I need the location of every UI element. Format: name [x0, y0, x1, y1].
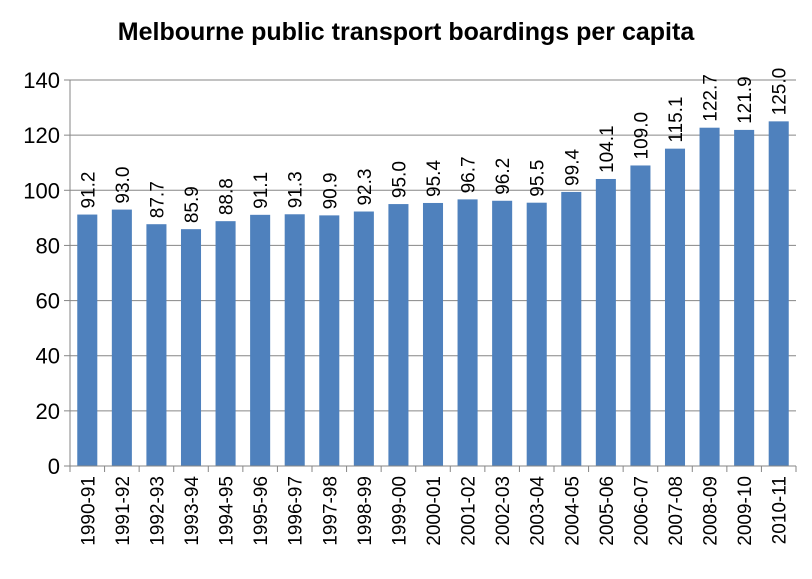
bar — [319, 215, 340, 466]
data-label: 121.9 — [735, 76, 756, 124]
x-tick-label: 2006-07 — [631, 476, 652, 546]
data-label: 92.3 — [355, 169, 376, 206]
data-label: 88.8 — [217, 178, 238, 215]
bar — [215, 221, 236, 466]
x-tick-label: 1998-99 — [355, 476, 376, 546]
data-label: 91.1 — [251, 172, 272, 209]
x-tick-label: 2002-03 — [493, 476, 514, 546]
data-label: 95.5 — [528, 160, 549, 197]
x-tick-label: 1993-94 — [182, 476, 203, 546]
bar — [250, 214, 271, 466]
y-tick-label: 0 — [48, 454, 60, 479]
x-tick-label: 2009-10 — [735, 476, 756, 546]
data-label: 99.4 — [562, 149, 583, 186]
bar — [457, 199, 478, 467]
bar — [77, 214, 98, 466]
data-label: 95.4 — [424, 160, 445, 197]
x-tick-label: 2010-11 — [770, 476, 791, 544]
x-tick-label: 1990-91 — [78, 476, 99, 546]
data-label: 96.7 — [459, 156, 480, 193]
data-label: 91.3 — [286, 171, 307, 208]
bar — [526, 202, 547, 466]
data-label: 90.9 — [320, 172, 341, 209]
x-tick-label: 2000-01 — [424, 476, 445, 546]
x-tick-label: 1995-96 — [251, 476, 272, 546]
x-tick-label: 1996-97 — [286, 476, 307, 546]
axes — [64, 79, 797, 472]
y-tick-label: 20 — [36, 399, 60, 424]
bar — [699, 127, 720, 466]
x-tick-label: 2008-09 — [701, 476, 722, 546]
data-label: 85.9 — [182, 186, 203, 223]
data-label: 87.7 — [147, 181, 168, 218]
bar — [595, 178, 616, 466]
data-label: 104.1 — [597, 125, 618, 173]
data-label: 95.0 — [389, 161, 410, 198]
x-tick-label: 2003-04 — [528, 476, 549, 546]
x-tick-label: 2005-06 — [597, 476, 618, 546]
bar — [664, 148, 686, 466]
y-tick-label: 80 — [36, 233, 60, 258]
data-label: 109.0 — [631, 112, 652, 160]
bar — [422, 202, 444, 466]
x-tick-label: 1999-00 — [389, 476, 410, 546]
y-tick-label: 100 — [23, 178, 60, 203]
y-tick-label: 60 — [36, 289, 60, 314]
bar — [768, 121, 789, 466]
data-label: 91.2 — [78, 172, 99, 209]
bar — [146, 224, 167, 466]
y-tick-label: 40 — [36, 344, 60, 369]
bar — [492, 200, 513, 466]
bar — [734, 129, 755, 466]
bar — [388, 204, 409, 467]
data-label: 115.1 — [666, 97, 687, 143]
x-tick-label: 2007-08 — [666, 476, 687, 546]
labels: 0 20 40 60 80 100 120 140 91.2 1990-91 93.0 1991-92… — [23, 68, 790, 546]
data-label: 125.0 — [770, 68, 791, 116]
data-label: 93.0 — [113, 167, 134, 204]
bar — [561, 191, 582, 466]
bar — [180, 229, 202, 466]
bar — [111, 209, 132, 467]
bar — [353, 211, 374, 466]
x-tick-label: 1997-98 — [320, 476, 341, 546]
bars — [77, 121, 789, 467]
x-tick-label: 1994-95 — [217, 476, 238, 546]
x-tick-label: 1991-92 — [113, 476, 134, 546]
x-tick-label: 2001-02 — [459, 476, 480, 546]
bar — [630, 165, 651, 466]
chart-title: Melbourne public transport boardings per… — [117, 18, 695, 46]
y-tick-label: 120 — [23, 123, 60, 148]
x-tick-label: 1992-93 — [147, 476, 168, 546]
bar — [284, 214, 305, 466]
y-tick-label: 140 — [23, 68, 60, 93]
data-label: 96.2 — [493, 158, 514, 195]
x-tick-label: 2004-05 — [562, 476, 583, 546]
data-label: 122.7 — [701, 74, 722, 122]
